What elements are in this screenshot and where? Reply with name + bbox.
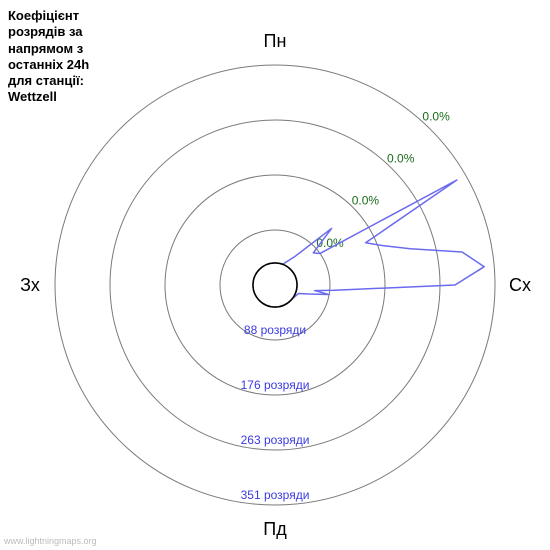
dir-east: Сх bbox=[509, 275, 531, 295]
footer-credit: www.lightningmaps.org bbox=[4, 536, 97, 546]
ring-count-label: 176 розряди bbox=[241, 378, 310, 392]
dir-west: Зх bbox=[20, 275, 40, 295]
ring-count-label: 88 розряди bbox=[244, 323, 306, 337]
ring-pct-label: 0.0% bbox=[387, 152, 415, 166]
ring-count-label: 351 розряди bbox=[241, 488, 310, 502]
polar-plot: Пн Пд Сх Зх 88 розряди 176 розряди 263 розряди… bbox=[0, 0, 550, 550]
ring-pct-label: 0.0% bbox=[422, 109, 450, 123]
ring-count-label: 263 розряди bbox=[241, 433, 310, 447]
dir-north: Пн bbox=[264, 31, 287, 51]
dir-south: Пд bbox=[263, 519, 287, 539]
ring-pct-label: 0.0% bbox=[352, 194, 380, 208]
center-hole-top bbox=[253, 263, 297, 307]
chart-container: Коефіцієнт розрядів за напрямом з останн… bbox=[0, 0, 550, 550]
